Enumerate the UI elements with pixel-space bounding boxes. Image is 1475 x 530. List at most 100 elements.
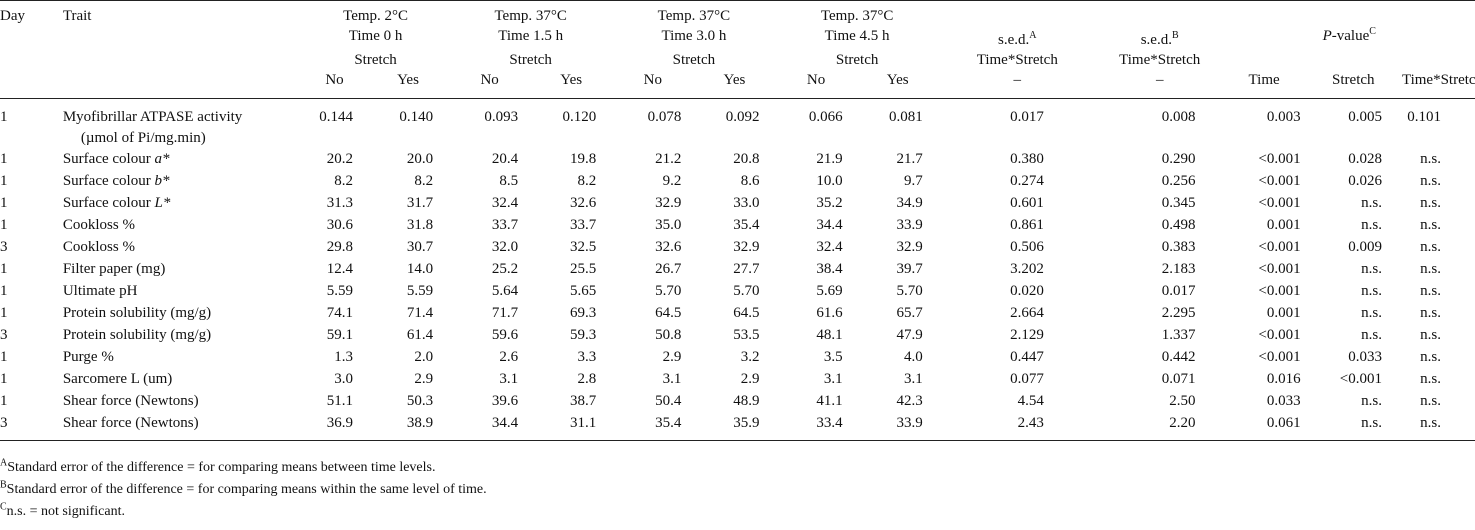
value-yes-cell: 33.7	[570, 217, 597, 233]
p-time-cell: <0.001	[1258, 151, 1301, 167]
trait-cell: Shear force (Newtons)	[63, 412, 302, 441]
footnote-a: AStandard error of the difference = for …	[0, 457, 436, 475]
trait-cell: Surface colour a*	[63, 148, 302, 170]
value-no-cell: 9.2	[662, 173, 682, 189]
value-yes-cell: 34.9	[896, 195, 923, 211]
trait-label: Cookloss %	[62, 239, 135, 255]
sed-a-cell: 0.017	[1010, 109, 1044, 125]
value-no-cell: 59.1	[326, 327, 353, 343]
sed-a-header: s.e.d.A	[998, 30, 1037, 49]
sed-b-cell: 2.20	[1169, 415, 1196, 431]
trait-cell: Protein solubility (mg/g)	[63, 302, 302, 324]
value-yes-cell: 33.9	[896, 415, 923, 431]
col-p-stretch: Stretch	[1332, 72, 1375, 88]
value-yes-cell: 3.1	[903, 371, 923, 387]
day-cell: 1	[0, 371, 8, 387]
value-yes-cell: 0.120	[562, 109, 597, 125]
table-row: 1 Filter paper (mg) 12.4 14.0 25.2 25.5 26.7 27…	[0, 258, 1475, 280]
trait-label: Shear force (Newtons)	[62, 415, 199, 431]
p-time-cell: <0.001	[1258, 349, 1301, 365]
value-yes-cell: 8.6	[740, 173, 760, 189]
sed-b-header: s.e.d.B	[1140, 30, 1179, 49]
sed-b-dash: –	[1155, 72, 1164, 88]
value-yes-cell: 39.7	[896, 261, 923, 277]
value-yes-cell: 69.3	[570, 305, 597, 321]
table-row: 3 Cookloss % 29.8 30.7 32.0 32.5 32.6 32.9 32.4 3…	[0, 236, 1475, 258]
value-no-cell: 3.0	[334, 371, 353, 387]
value-yes-cell: 9.7	[903, 173, 923, 189]
value-no-cell: 5.69	[816, 283, 843, 299]
p-time-stretch-cell: n.s.	[1420, 327, 1441, 343]
table-row: 1 Surface colour a* 20.2 20.0 20.4 19.8 21.2 20…	[0, 148, 1475, 170]
sed-b-cell: 1.337	[1161, 327, 1196, 343]
value-yes-cell: 35.9	[733, 415, 760, 431]
value-no-cell: 34.4	[816, 217, 843, 233]
value-no-cell: 50.8	[655, 327, 682, 343]
sed-b-cell: 0.383	[1161, 239, 1196, 255]
value-yes-cell: 33.0	[733, 195, 760, 211]
value-no-cell: 64.5	[655, 305, 682, 321]
value-yes-cell: 42.3	[896, 393, 923, 409]
day-cell: 1	[0, 305, 8, 321]
value-yes-cell: 5.70	[896, 283, 923, 299]
sed-a-cell: 0.506	[1010, 239, 1044, 255]
value-yes-cell: 8.2	[414, 173, 434, 189]
p-stretch-cell: n.s.	[1361, 283, 1382, 299]
day-cell: 1	[0, 283, 8, 299]
value-no-cell: 34.4	[491, 415, 519, 431]
value-yes-cell: 61.4	[406, 327, 434, 343]
p-stretch-cell: n.s.	[1361, 327, 1382, 343]
sed-b-cell: 2.295	[1161, 305, 1196, 321]
p-stretch-cell: 0.005	[1348, 109, 1382, 125]
value-yes-cell: 50.3	[406, 393, 434, 409]
value-yes-cell: 31.7	[406, 195, 434, 211]
value-no-cell: 0.144	[319, 109, 353, 125]
trait-label: Myofibrillar ATPASE activity	[62, 109, 243, 125]
value-yes-cell: 32.9	[733, 239, 760, 255]
p-time-cell: <0.001	[1258, 239, 1301, 255]
group-2-stretch: Stretch	[672, 52, 716, 68]
value-yes-cell: 31.1	[570, 415, 597, 431]
group-3-stretch: Stretch	[835, 52, 879, 68]
sed-a-subheader: Time*Stretch	[976, 52, 1058, 68]
sed-b-cell: 0.256	[1161, 173, 1196, 189]
sed-b-cell: 0.071	[1161, 371, 1196, 387]
trait-cell: Surface colour L*	[63, 192, 302, 214]
p-time-cell: <0.001	[1258, 195, 1301, 211]
value-no-cell: 26.7	[655, 261, 682, 277]
value-no-cell: 61.6	[816, 305, 843, 321]
value-yes-cell: 8.2	[577, 173, 597, 189]
trait-variable: a*	[154, 151, 170, 167]
value-yes-cell: 53.5	[733, 327, 760, 343]
value-no-cell: 0.078	[647, 109, 682, 125]
trait-cell: Shear force (Newtons)	[63, 390, 302, 412]
col-yes: Yes	[886, 72, 909, 88]
value-no-cell: 32.0	[491, 239, 519, 255]
group-3-temp: Temp. 37°C	[820, 8, 894, 24]
value-no-cell: 32.6	[655, 239, 682, 255]
p-time-stretch-cell: n.s.	[1420, 261, 1441, 277]
p-stretch-cell: 0.026	[1348, 173, 1382, 189]
sed-b-cell: 0.498	[1161, 217, 1196, 233]
value-no-cell: 59.6	[491, 327, 519, 343]
group-2-temp: Temp. 37°C	[657, 8, 731, 24]
p-time-stretch-cell: n.s.	[1420, 371, 1441, 387]
footnotes: AStandard error of the difference = for …	[0, 457, 487, 523]
p-time-stretch-cell: n.s.	[1420, 151, 1441, 167]
p-time-stretch-cell: n.s.	[1420, 393, 1441, 409]
day-cell: 1	[0, 173, 8, 189]
value-yes-cell: 32.9	[896, 239, 923, 255]
value-yes-cell: 47.9	[896, 327, 923, 343]
value-yes-cell: 35.4	[733, 217, 760, 233]
p-time-stretch-cell: n.s.	[1420, 415, 1441, 431]
day-cell: 1	[0, 109, 8, 125]
value-yes-cell: 5.65	[570, 283, 597, 299]
trait-label: Surface colour	[62, 195, 155, 211]
footnote-c: Cn.s. = not significant.	[0, 501, 126, 519]
value-yes-cell: 20.8	[733, 151, 760, 167]
sed-a-cell: 2.129	[1010, 327, 1044, 343]
table-row: 1 Surface colour L* 31.3 31.7 32.4 32.6 32.9 33…	[0, 192, 1475, 214]
col-no: No	[643, 72, 662, 88]
group-0-temp: Temp. 2°C	[343, 8, 409, 24]
